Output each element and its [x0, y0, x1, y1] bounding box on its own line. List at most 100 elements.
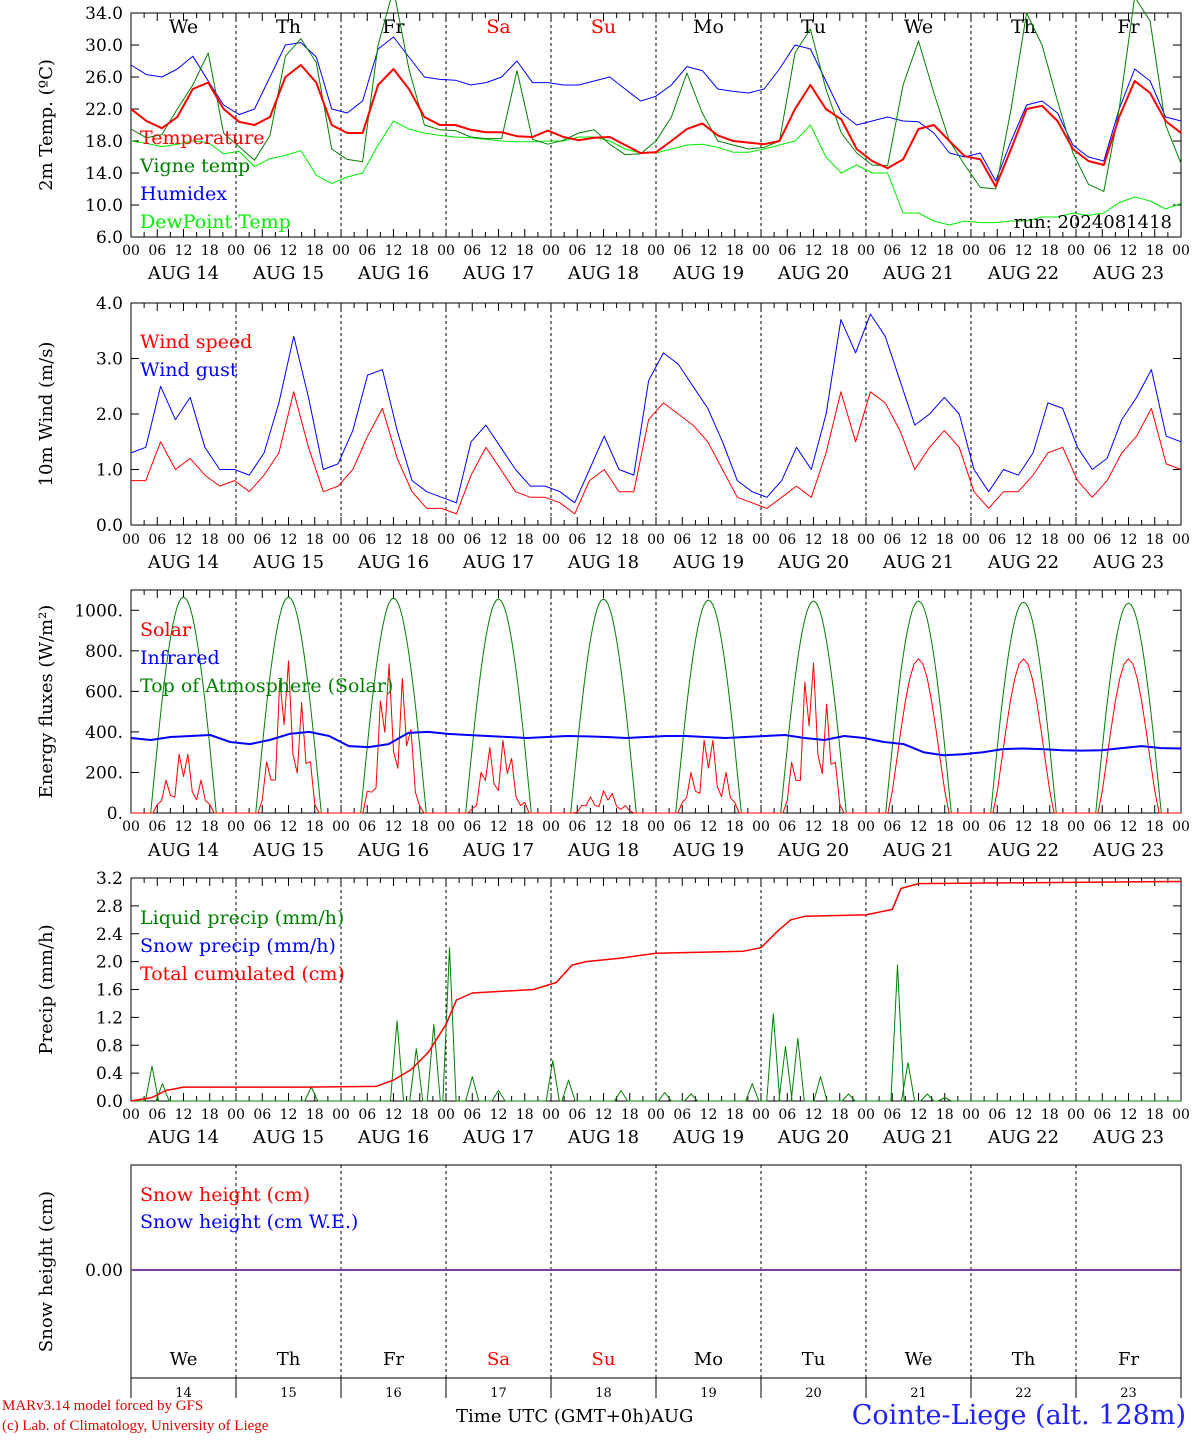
- date-label: AUG 18: [567, 552, 639, 573]
- hour-tick-label: 00: [542, 1107, 560, 1123]
- day-number-label: 14: [175, 1386, 192, 1401]
- hour-tick-label: 06: [673, 243, 691, 259]
- date-label: AUG 22: [987, 1127, 1059, 1148]
- legend-entry: Top of Atmosphere (Solar): [140, 675, 393, 697]
- hour-tick-label: 00: [122, 243, 140, 259]
- date-label: AUG 23: [1092, 840, 1164, 861]
- hour-tick-label: 18: [831, 532, 849, 548]
- weekday-label: Sa: [486, 16, 510, 38]
- hour-tick-label: 00: [962, 532, 980, 548]
- hour-tick-label: 18: [831, 243, 849, 259]
- hour-tick-label: 00: [227, 1107, 245, 1123]
- hour-tick-label: 12: [490, 1107, 508, 1123]
- model-credit: MARv3.14 model forced by GFS: [2, 1398, 204, 1414]
- y-tick-label: 0.0: [96, 516, 123, 536]
- hour-tick-label: 12: [805, 243, 823, 259]
- date-label: AUG 19: [672, 552, 744, 573]
- hour-tick-label: 00: [647, 243, 665, 259]
- hour-tick-label: 12: [385, 1107, 403, 1123]
- series-line-vigne-temp: [130, 0, 1182, 192]
- y-tick-label: 800.: [85, 642, 123, 662]
- y-tick-label: 400.: [85, 723, 123, 743]
- y-tick-label: 10.0: [85, 196, 123, 216]
- hour-tick-label: 12: [595, 819, 613, 835]
- date-label: AUG 18: [567, 263, 639, 284]
- date-label: AUG 20: [777, 1127, 849, 1148]
- weekday-label: Su: [591, 16, 616, 38]
- hour-tick-label: 00: [122, 1107, 140, 1123]
- hour-tick-label: 06: [883, 1107, 901, 1123]
- series-line-infrared: [130, 730, 1182, 757]
- date-label: AUG 16: [357, 552, 429, 573]
- hour-tick-label: 06: [253, 532, 271, 548]
- hour-tick-label: 12: [595, 1107, 613, 1123]
- hour-tick-label: 12: [385, 532, 403, 548]
- legend-entry: Total cumulated (cm): [140, 963, 345, 985]
- date-label: AUG 14: [147, 1127, 219, 1148]
- hour-tick-label: 06: [988, 1107, 1006, 1123]
- hour-tick-label: 12: [280, 1107, 298, 1123]
- panel-3: 00 06 12 18 00 06 12 18 00 06 12 18 00 06 12 18 00 06 12 18…: [36, 589, 1190, 861]
- panel-4: 00 06 12 18 00 06 12 18 00 06 12 18 00 06 12 18 00 06 12 18…: [36, 869, 1190, 1148]
- x-axis-title: Time UTC (GMT+0h)AUG: [456, 1406, 693, 1427]
- hour-tick-label: 18: [936, 532, 954, 548]
- hour-tick-label: 00: [332, 243, 350, 259]
- weekday-label: Sa: [487, 1349, 510, 1370]
- y-tick-label: 2.8: [96, 897, 123, 917]
- date-label: AUG 14: [147, 552, 219, 573]
- hour-tick-label: 00: [857, 1107, 875, 1123]
- hour-tick-label: 18: [201, 819, 219, 835]
- legend-entry: Wind speed: [140, 331, 252, 353]
- hour-tick-label: 18: [201, 532, 219, 548]
- hour-tick-label: 18: [411, 1107, 429, 1123]
- series-line-temperature: [130, 64, 1182, 188]
- hour-tick-label: 18: [726, 1107, 744, 1123]
- hour-tick-label: 06: [253, 1107, 271, 1123]
- hour-tick-label: 18: [936, 1107, 954, 1123]
- hour-tick-label: 12: [175, 243, 193, 259]
- y-tick-label: 14.0: [85, 164, 123, 184]
- hour-tick-label: 06: [673, 1107, 691, 1123]
- hour-tick-label: 00: [857, 243, 875, 259]
- hour-tick-label: 00: [1067, 532, 1085, 548]
- hour-tick-label: 18: [201, 243, 219, 259]
- legend-entry: Vigne temp: [139, 155, 250, 177]
- hour-tick-label: 00: [752, 819, 770, 835]
- hour-tick-label: 00: [437, 243, 455, 259]
- y-tick-label: 0.8: [96, 1036, 123, 1056]
- hour-tick-label: 00: [437, 1107, 455, 1123]
- hour-tick-label: 00: [1067, 819, 1085, 835]
- hour-tick-label: 18: [306, 819, 324, 835]
- day-number-label: 21: [910, 1386, 927, 1401]
- hour-tick-label: 06: [778, 1107, 796, 1123]
- hour-tick-label: 00: [857, 819, 875, 835]
- weekday-label: Mo: [694, 1349, 723, 1370]
- y-tick-label: 1.6: [96, 981, 123, 1001]
- hour-tick-label: 00: [1172, 1107, 1190, 1123]
- series-line-dewpoint-temp: [130, 120, 1182, 226]
- hour-tick-label: 00: [542, 243, 560, 259]
- y-tick-label: 0.00: [85, 1261, 123, 1281]
- date-label: AUG 20: [777, 840, 849, 861]
- panel-1: 00 06 12 18 00 06 12 18 00 06 12 18 00 06 12 18 00 06 12 18…: [36, 0, 1190, 284]
- date-label: AUG 15: [252, 552, 324, 573]
- legend-entry: Snow height (cm): [140, 1184, 310, 1206]
- hour-tick-label: 18: [1146, 532, 1164, 548]
- weekday-label: Fr: [1117, 16, 1140, 38]
- date-label: AUG 23: [1092, 1127, 1164, 1148]
- day-number-label: 18: [595, 1386, 612, 1401]
- hour-tick-label: 06: [358, 532, 376, 548]
- hour-tick-label: 12: [175, 819, 193, 835]
- hour-tick-label: 12: [490, 243, 508, 259]
- hour-tick-label: 12: [805, 819, 823, 835]
- hour-tick-label: 12: [910, 1107, 928, 1123]
- weekday-label: Fr: [383, 1349, 404, 1370]
- y-tick-label: 34.0: [85, 4, 123, 24]
- date-label: AUG 17: [462, 840, 534, 861]
- date-label: AUG 18: [567, 1127, 639, 1148]
- hour-tick-label: 06: [358, 243, 376, 259]
- hour-tick-label: 18: [936, 243, 954, 259]
- hour-tick-label: 12: [1120, 1107, 1138, 1123]
- legend-entry: Wind gust: [140, 359, 238, 381]
- x-axis-title-text: Time UTC (GMT+0h): [456, 1406, 651, 1427]
